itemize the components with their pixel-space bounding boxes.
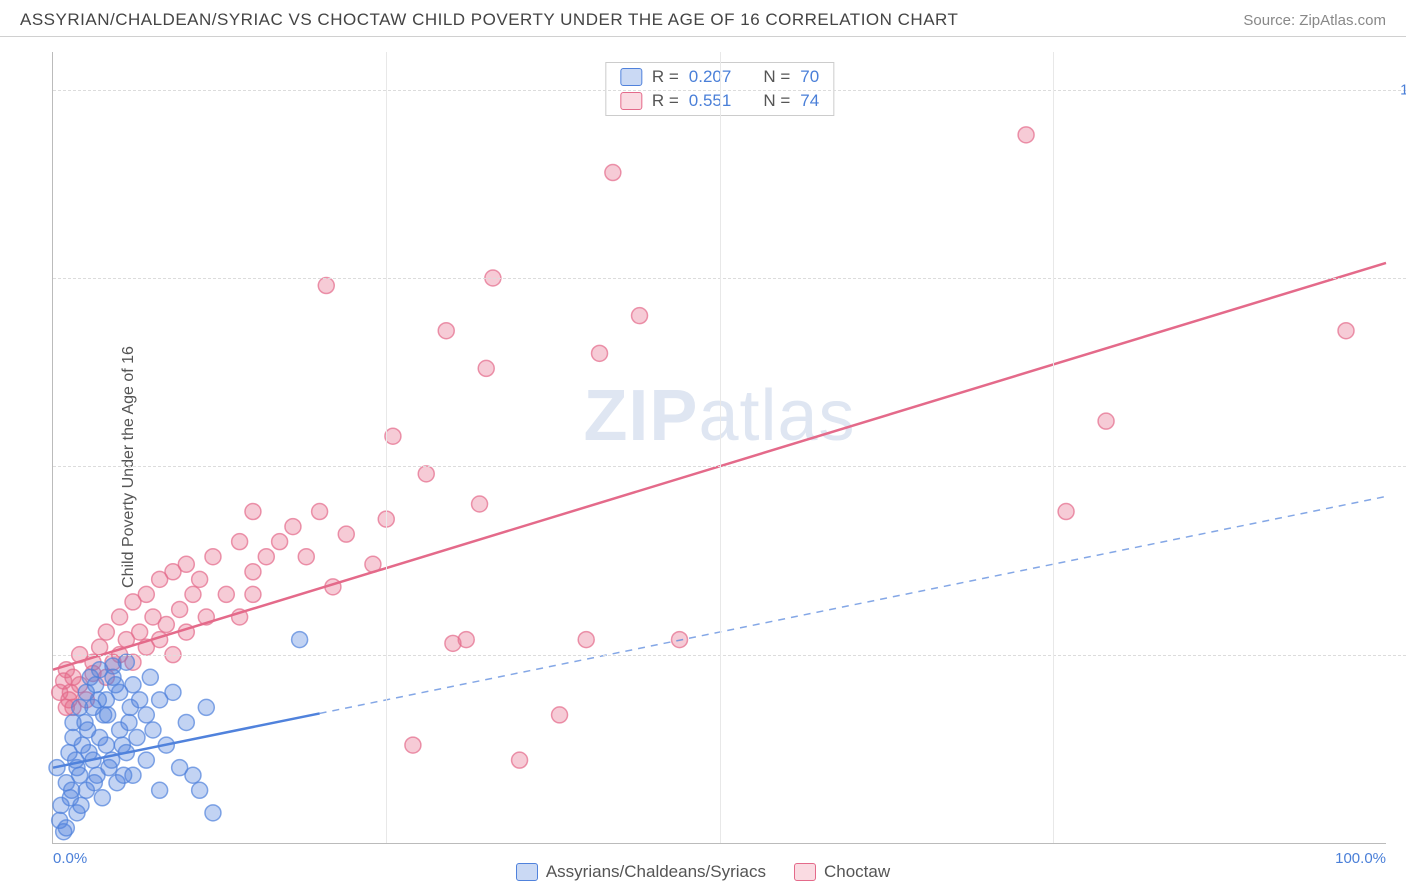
swatch-pink-icon — [620, 92, 642, 110]
plot-region: ZIPatlas R = 0.207 N = 70 R = 0.551 N = … — [52, 52, 1386, 844]
y-tick-label: 100.0% — [1400, 81, 1406, 98]
chart-source: Source: ZipAtlas.com — [1243, 12, 1386, 29]
bottom-legend: Assyrians/Chaldeans/Syriacs Choctaw — [0, 862, 1406, 882]
legend-item-blue: Assyrians/Chaldeans/Syriacs — [516, 862, 766, 882]
chart-area: Child Poverty Under the Age of 16 ZIPatl… — [0, 42, 1406, 892]
swatch-blue-icon — [516, 863, 538, 881]
chart-header: ASSYRIAN/CHALDEAN/SYRIAC VS CHOCTAW CHIL… — [0, 0, 1406, 37]
swatch-blue-icon — [620, 68, 642, 86]
chart-title: ASSYRIAN/CHALDEAN/SYRIAC VS CHOCTAW CHIL… — [20, 10, 958, 30]
swatch-pink-icon — [794, 863, 816, 881]
legend-item-pink: Choctaw — [794, 862, 890, 882]
